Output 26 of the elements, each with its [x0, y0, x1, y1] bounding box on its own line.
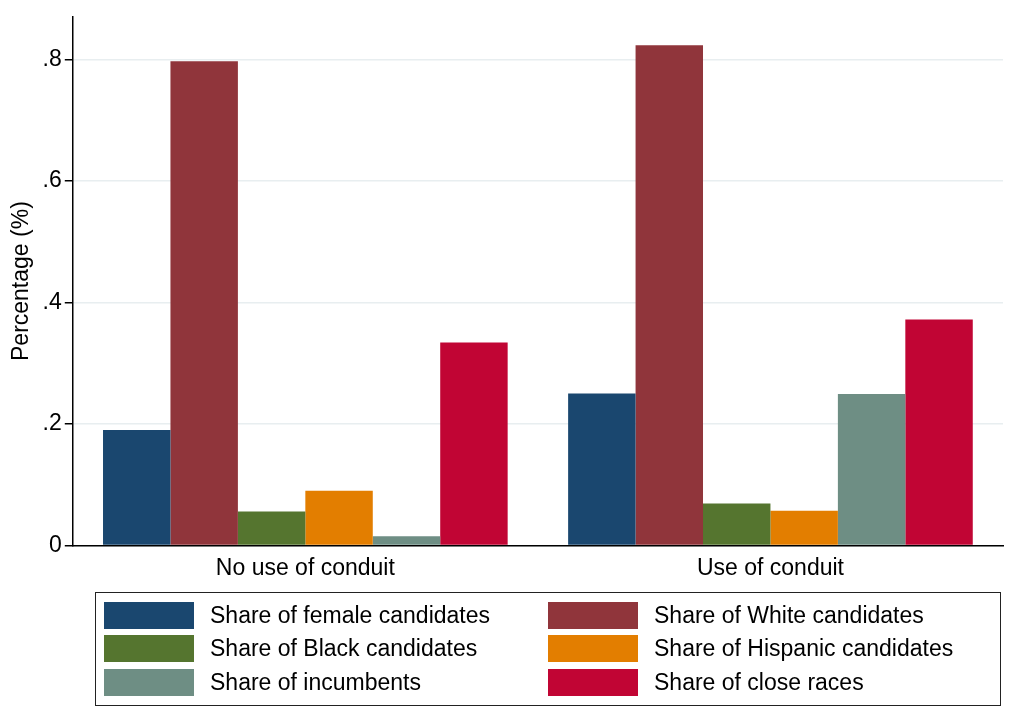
bar [103, 429, 171, 545]
legend-label: Share of female candidates [210, 602, 491, 630]
y-tick-label: .8 [42, 44, 62, 71]
legend-label: Share of incumbents [210, 668, 421, 696]
bar [837, 394, 906, 545]
bar [703, 503, 771, 545]
x-tick-label: Use of conduit [696, 553, 845, 580]
legend-label: Share of Black candidates [210, 635, 478, 663]
x-tick-label: No use of conduit [215, 553, 396, 580]
y-tick-label: .4 [42, 287, 62, 314]
y-tick-label: .6 [42, 166, 62, 193]
bar [770, 510, 838, 545]
legend-label: Share of White candidates [654, 602, 924, 630]
bar [170, 61, 238, 545]
legend-label: Share of Hispanic candidates [654, 635, 954, 663]
bar [305, 490, 373, 545]
bar [372, 536, 441, 545]
y-tick-label: .2 [42, 409, 62, 436]
legend-label: Share of close races [654, 668, 864, 696]
bar [635, 45, 704, 545]
bar [905, 319, 973, 545]
y-tick-label: 0 [48, 530, 62, 557]
bar [237, 511, 306, 545]
bar [440, 342, 508, 545]
y-axis-title: Percentage (%) [7, 201, 34, 362]
bar [568, 393, 636, 545]
